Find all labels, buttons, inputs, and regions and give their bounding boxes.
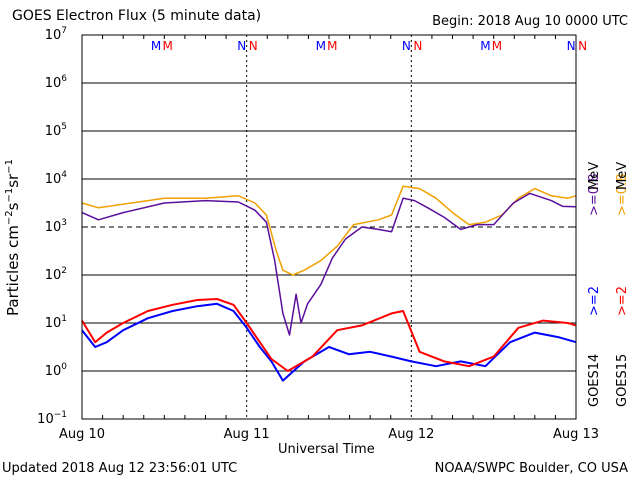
credit-label: NOAA/SWPC Boulder, CO USA [434,461,628,476]
local-time-marker: M [151,39,161,53]
local-time-marker: M [162,39,172,53]
begin-label: Begin: 2018 Aug 10 0000 UTC [432,14,628,29]
y-tick-label: 106 [44,74,67,91]
local-time-marker: M [327,39,337,53]
series-goes14-high [81,192,577,336]
series-goes15-high [81,185,577,276]
legend-mev-unit-2: MeV [615,161,630,190]
local-time-marker: N [413,39,422,53]
local-time-marker: N [237,39,246,53]
local-time-marker: M [316,39,326,53]
chart-title: GOES Electron Flux (5 minute data) [12,8,262,24]
y-tick-label: 103 [44,218,67,235]
gridlines [82,34,576,420]
x-tick-label: Aug 11 [223,427,270,442]
local-time-marker: N [567,39,576,53]
y-tick-label: 102 [44,266,67,283]
y-tick-label: 101 [44,314,67,331]
local-time-marker: N [402,39,411,53]
local-time-marker: M [480,39,490,53]
series-layer [81,185,577,382]
x-axis-label: Universal Time [278,442,375,457]
x-tick-label: Aug 13 [552,427,600,442]
y-tick-label: 107 [44,26,67,43]
legend-goes14-label: GOES14 [587,353,602,407]
updated-label: Updated 2018 Aug 12 23:56:01 UTC [2,461,238,476]
series-goes14-low [81,302,577,382]
legend-goes14-low: >=2 [587,285,602,316]
x-tick-label: Aug 10 [58,427,106,442]
local-time-marker: N [249,39,258,53]
y-tick-label: 100 [44,362,67,379]
legend-mev-unit: MeV [587,161,602,190]
legend-goes15-label: GOES15 [615,353,630,407]
series-goes15-low [81,298,577,372]
x-tick-label: Aug 12 [388,427,435,442]
local-time-marker: M [492,39,502,53]
plot-frame [81,34,577,420]
legend-goes15-low: >=2 [615,285,630,316]
y-tick-label: 105 [44,122,67,139]
local-time-marker: N [578,39,587,53]
y-tick-label: 10−1 [37,410,67,427]
y-tick-label: 104 [44,170,67,187]
y-axis-label: Particles cm−2s−1sr−1 [4,159,22,316]
